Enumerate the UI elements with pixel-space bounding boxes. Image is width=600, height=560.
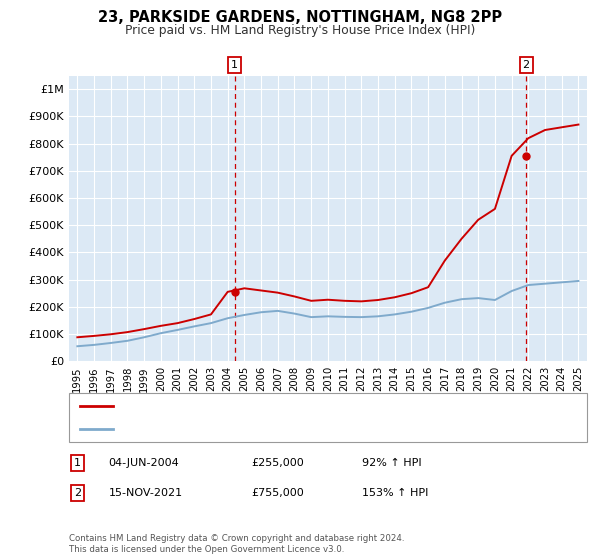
Text: 2: 2 xyxy=(74,488,81,498)
Text: 23, PARKSIDE GARDENS, NOTTINGHAM, NG8 2PP (detached house): 23, PARKSIDE GARDENS, NOTTINGHAM, NG8 2P… xyxy=(120,402,460,412)
Text: 2: 2 xyxy=(523,60,530,70)
Text: £255,000: £255,000 xyxy=(251,458,304,468)
Text: 04-JUN-2004: 04-JUN-2004 xyxy=(109,458,179,468)
Text: 153% ↑ HPI: 153% ↑ HPI xyxy=(362,488,428,498)
Text: 92% ↑ HPI: 92% ↑ HPI xyxy=(362,458,421,468)
Text: 15-NOV-2021: 15-NOV-2021 xyxy=(109,488,183,498)
Text: 1: 1 xyxy=(74,458,81,468)
Text: £755,000: £755,000 xyxy=(251,488,304,498)
Text: Contains HM Land Registry data © Crown copyright and database right 2024.
This d: Contains HM Land Registry data © Crown c… xyxy=(69,534,404,554)
Text: 23, PARKSIDE GARDENS, NOTTINGHAM, NG8 2PP: 23, PARKSIDE GARDENS, NOTTINGHAM, NG8 2P… xyxy=(98,10,502,25)
Text: Price paid vs. HM Land Registry's House Price Index (HPI): Price paid vs. HM Land Registry's House … xyxy=(125,24,475,36)
Text: 1: 1 xyxy=(231,60,238,70)
Text: HPI: Average price, detached house, City of Nottingham: HPI: Average price, detached house, City… xyxy=(120,424,403,434)
